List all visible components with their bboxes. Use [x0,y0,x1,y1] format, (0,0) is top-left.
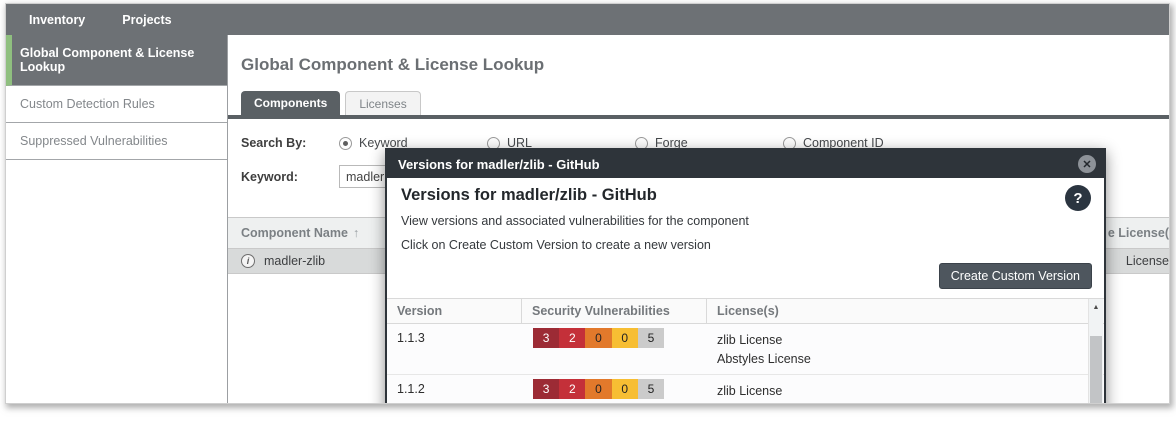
version-row-1.1.3[interactable]: 1.1.3 3 2 0 0 5 zlib License Abstyles License [387,324,1104,375]
vuln-count-critical[interactable]: 3 [533,328,560,348]
version-row-1.1.2[interactable]: 1.1.2 3 2 0 0 5 zlib License [387,375,1104,403]
top-nav: Inventory Projects [6,4,1169,35]
search-by-label: Search By: [241,136,307,150]
radio-keyword[interactable]: Keyword [339,136,487,150]
help-icon[interactable]: ? [1065,185,1091,211]
licenses-column-header: License(s) [717,304,779,318]
vuln-count-low[interactable]: 0 [611,379,638,399]
license-name: zlib License [717,333,783,347]
nav-item-projects[interactable]: Projects [122,12,172,27]
license-name: Abstyles License [717,352,811,366]
versions-table: Version Security Vulnerabilities License… [387,298,1104,403]
versions-table-body: 1.1.3 3 2 0 0 5 zlib License Abstyles License 1.… [387,324,1104,403]
close-icon[interactable]: ✕ [1078,155,1096,173]
tab-components[interactable]: Components [241,91,341,115]
keyword-label: Keyword: [241,169,298,184]
version-value: 1.1.2 [397,382,425,396]
radio-keyword-circle[interactable] [339,136,352,150]
radio-url-label: URL [507,136,533,150]
info-icon[interactable]: i [241,254,255,268]
component-name-header[interactable]: Component Name [241,226,348,240]
license-list: zlib License [707,375,1104,403]
modal-scrollbar[interactable]: ▲ [1088,299,1103,403]
versions-modal: Versions for madler/zlib - GitHub ✕ ? Ve… [385,148,1106,403]
modal-title: Versions for madler/zlib - GitHub [398,156,600,172]
radio-url[interactable]: URL [487,136,635,150]
sidebar-item-global-lookup[interactable]: Global Component & License Lookup [6,35,227,86]
vuln-count-unscored[interactable]: 5 [637,328,665,348]
tab-licenses[interactable]: Licenses [345,91,421,115]
vuln-count-medium[interactable]: 0 [585,379,612,399]
vuln-count-high[interactable]: 2 [559,379,586,399]
nav-item-inventory[interactable]: Inventory [29,12,86,27]
modal-heading: Versions for madler/zlib - GitHub [401,186,657,204]
vuln-count-unscored[interactable]: 5 [637,379,665,399]
sidebar-item-custom-detection-rules[interactable]: Custom Detection Rules [6,86,227,123]
license-header-fragment: e License( [1107,226,1169,240]
app-window: Inventory Projects Global Component & Li… [5,3,1170,404]
sidebar: Global Component & License Lookup Custom… [6,35,228,403]
page-title: Global Component & License Lookup [241,55,545,74]
license-cell-fragment: License [1125,254,1169,268]
scrollbar-thumb[interactable] [1090,336,1102,403]
modal-header: Versions for madler/zlib - GitHub ✕ [387,150,1104,178]
radio-forge-label: Forge [655,136,688,150]
radio-keyword-label: Keyword [359,136,408,150]
modal-description-1: View versions and associated vulnerabili… [401,214,749,228]
license-name: zlib License [717,384,783,398]
radio-component-id-label: Component ID [803,136,884,150]
vuln-count-low[interactable]: 0 [611,328,638,348]
tab-bar: Components Licenses [228,91,1169,119]
version-value: 1.1.3 [397,331,425,345]
license-list: zlib License Abstyles License [707,324,1104,374]
modal-description-2: Click on Create Custom Version to create… [401,238,711,252]
vuln-count-high[interactable]: 2 [559,328,586,348]
component-name: madler-zlib [264,254,326,268]
versions-table-header: Version Security Vulnerabilities License… [387,299,1104,324]
version-column-header: Version [387,299,522,323]
scroll-up-icon[interactable]: ▲ [1092,303,1100,311]
modal-body: ? Versions for madler/zlib - GitHub View… [387,178,1104,403]
vulnerabilities-column-header: Security Vulnerabilities [522,299,707,323]
sort-ascending-icon[interactable]: ↑ [352,226,360,240]
create-custom-version-button[interactable]: Create Custom Version [938,263,1092,289]
sidebar-item-suppressed-vulnerabilities[interactable]: Suppressed Vulnerabilities [6,123,227,160]
vuln-count-critical[interactable]: 3 [533,379,560,399]
vuln-count-medium[interactable]: 0 [585,328,612,348]
